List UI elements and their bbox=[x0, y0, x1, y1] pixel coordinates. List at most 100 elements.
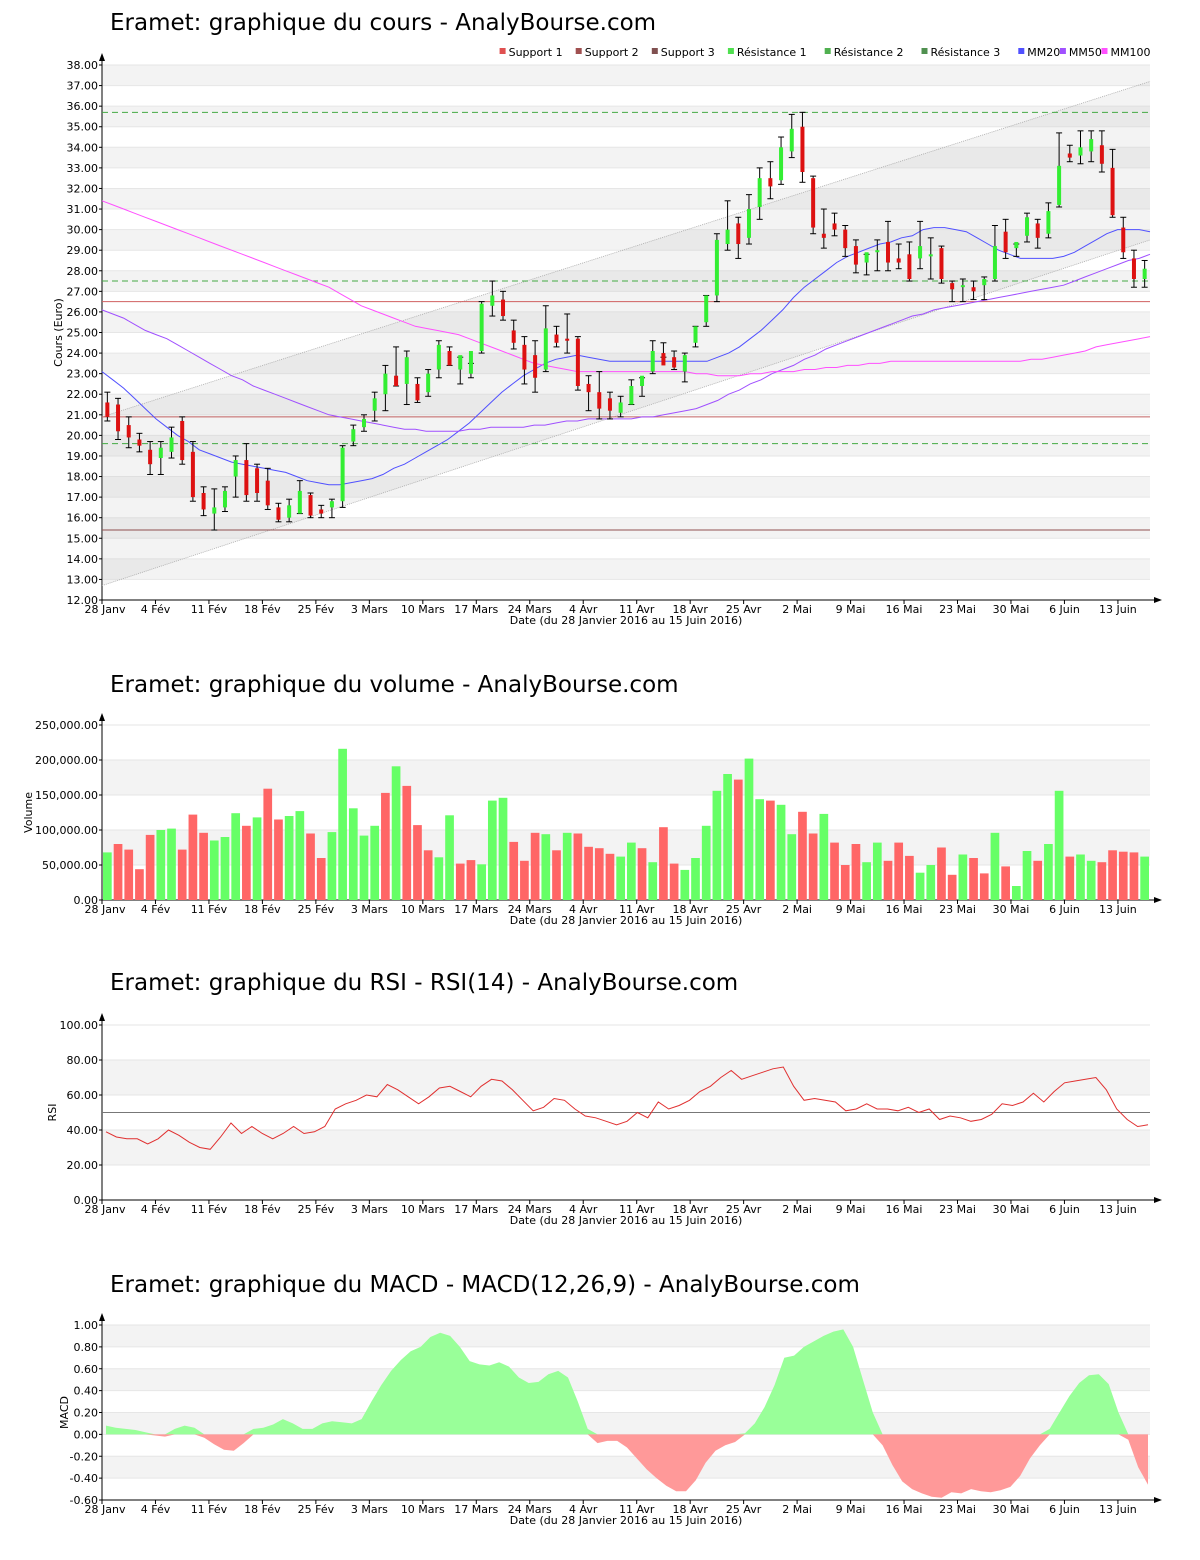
candle bbox=[617, 395, 624, 418]
legend: Support 1 Support 2 Support 3 Résistance 1 R… bbox=[499, 46, 1151, 59]
x-axis-title: Date (du 28 Janvier 2016 au 15 Juin 2016… bbox=[510, 914, 743, 927]
candle bbox=[1098, 130, 1105, 173]
candle bbox=[863, 252, 870, 276]
candle-body bbox=[1142, 268, 1147, 279]
x-tick-label: 23 Mai bbox=[939, 1503, 976, 1516]
x-tick-label: 18 Fév bbox=[244, 1503, 281, 1516]
candle bbox=[275, 502, 282, 523]
candle-body bbox=[394, 375, 399, 386]
x-tick-label: 6 Juin bbox=[1049, 603, 1080, 616]
candle bbox=[542, 305, 549, 373]
volume-bar bbox=[648, 862, 658, 900]
candle bbox=[842, 225, 849, 257]
volume-bar bbox=[1140, 856, 1149, 900]
volume-bar bbox=[209, 840, 219, 900]
candle-body bbox=[490, 295, 495, 306]
x-tick-label: 23 Mai bbox=[939, 1203, 976, 1216]
volume-bar bbox=[370, 825, 380, 900]
candle-body bbox=[1003, 231, 1008, 253]
candle-body bbox=[875, 250, 880, 253]
grid-band bbox=[102, 558, 1150, 580]
x-tick-label: 16 Mai bbox=[886, 603, 923, 616]
volume-bar bbox=[156, 830, 166, 900]
x-tick-label: 4 Avr bbox=[569, 1503, 598, 1516]
candle bbox=[724, 200, 731, 251]
y-tick-label: 15.00 bbox=[67, 532, 99, 545]
x-tick-label: 11 Fév bbox=[191, 1503, 228, 1516]
candle-body bbox=[522, 344, 527, 370]
candle-body bbox=[212, 507, 217, 514]
x-tick-label: 10 Mars bbox=[401, 903, 445, 916]
trend-line-upper bbox=[101, 81, 1151, 418]
x-tick-label: 23 Mai bbox=[939, 903, 976, 916]
volume-bar bbox=[840, 865, 850, 900]
y-tick-label: 37.00 bbox=[67, 80, 99, 93]
volume-bar bbox=[755, 799, 765, 900]
candle-body bbox=[351, 429, 356, 442]
candle-body bbox=[682, 355, 687, 372]
y-tick-label: 250,000.00 bbox=[35, 719, 98, 732]
candle bbox=[361, 414, 367, 432]
x-tick-label: 2 Mai bbox=[782, 1503, 812, 1516]
candle-body bbox=[821, 233, 826, 238]
grid-band bbox=[102, 188, 1150, 210]
x-tick-label: 17 Mars bbox=[454, 603, 498, 616]
candle bbox=[125, 416, 132, 449]
candle-body bbox=[736, 223, 741, 245]
y-tick-label: 1.00 bbox=[74, 1319, 99, 1332]
volume-bar bbox=[776, 804, 786, 900]
y-tick-label: 35.00 bbox=[67, 121, 99, 134]
x-tick-label: 9 Mai bbox=[836, 1203, 866, 1216]
legend-label: Support 3 bbox=[661, 46, 715, 59]
x-tick-label: 18 Avr bbox=[672, 1203, 708, 1216]
x-tick-label: 11 Fév bbox=[191, 603, 228, 616]
volume-bar bbox=[359, 835, 369, 900]
x-tick-label: 3 Mars bbox=[351, 603, 388, 616]
volume-bar bbox=[1129, 852, 1139, 900]
candle bbox=[938, 245, 945, 284]
volume-bar bbox=[872, 842, 882, 900]
y-axis-title: MACD bbox=[58, 1396, 71, 1429]
y-tick-label: 28.00 bbox=[67, 265, 99, 278]
volume-bar bbox=[659, 827, 668, 900]
candle-body bbox=[1121, 227, 1126, 253]
candle bbox=[467, 351, 474, 379]
x-tick-label: 10 Mars bbox=[401, 603, 445, 616]
legend-label: MM100 bbox=[1111, 46, 1151, 59]
x-axis-arrow bbox=[1154, 897, 1162, 903]
x-tick-label: 30 Mai bbox=[993, 603, 1030, 616]
volume-bar bbox=[274, 819, 283, 900]
grid-band bbox=[102, 311, 1150, 333]
volume-bar bbox=[947, 874, 957, 900]
volume-bar bbox=[1033, 860, 1043, 900]
y-tick-label: 14.00 bbox=[67, 553, 99, 566]
volume-bar bbox=[1044, 844, 1053, 900]
x-tick-label: 24 Mars bbox=[508, 903, 552, 916]
volume-bar bbox=[455, 863, 465, 900]
x-tick-label: 25 Fév bbox=[298, 1203, 335, 1216]
y-axis-arrow bbox=[99, 713, 105, 721]
candle bbox=[500, 290, 507, 321]
x-tick-label: 2 Mai bbox=[782, 903, 812, 916]
volume-bar bbox=[487, 800, 497, 900]
y-tick-label: 20.00 bbox=[67, 429, 99, 442]
candle bbox=[232, 455, 239, 498]
y-tick-label: 17.00 bbox=[67, 491, 99, 504]
volume-bar bbox=[1118, 851, 1128, 900]
candle-body bbox=[971, 287, 976, 292]
candle bbox=[115, 397, 122, 440]
y-tick-label: 0.00 bbox=[74, 1428, 99, 1441]
candle-body bbox=[607, 398, 612, 411]
x-tick-label: 30 Mai bbox=[993, 1503, 1030, 1516]
macd-chart: -0.60 -0.40 -0.20 0.00 0.20 0.40 0.60 0.80 1.00 2… bbox=[58, 1313, 1162, 1527]
volume-bar bbox=[808, 833, 818, 900]
candle bbox=[403, 350, 410, 406]
candle bbox=[852, 239, 859, 274]
candle-body bbox=[244, 460, 249, 496]
y-tick-label: 200,000.00 bbox=[35, 754, 98, 767]
candle-body bbox=[918, 246, 923, 259]
candle-body bbox=[404, 357, 409, 384]
candle-body bbox=[383, 373, 388, 395]
volume-bar bbox=[391, 766, 401, 900]
legend-label: Support 2 bbox=[585, 46, 639, 59]
